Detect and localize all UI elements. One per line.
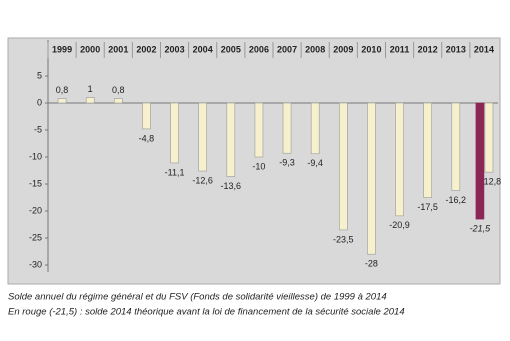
data-label: -20,9	[389, 220, 410, 230]
x-tick-label: 2012	[418, 44, 438, 54]
data-label: -17,5	[417, 202, 438, 212]
x-tick-label: 2000	[80, 44, 100, 54]
y-tick-label: -10	[29, 151, 42, 161]
data-label: -16,2	[446, 195, 467, 205]
bar	[57, 98, 67, 104]
x-tick-label: 2014	[474, 44, 494, 54]
bar	[170, 102, 179, 164]
data-label: -11,1	[165, 167, 185, 177]
x-tick-label: 2009	[333, 44, 353, 54]
caption: En rouge (-21,5) : solde 2014 théorique …	[8, 307, 405, 318]
bar	[114, 98, 123, 104]
data-label: 0,8	[56, 85, 69, 95]
data-label: -23,5	[333, 234, 354, 244]
bar	[339, 102, 348, 231]
data-label: -12,6	[192, 175, 213, 185]
x-tick-label: 2007	[277, 44, 297, 54]
x-tick-label: 2008	[305, 44, 325, 54]
data-label: 0,8	[112, 85, 125, 95]
y-tick-label: 5	[37, 70, 42, 80]
y-tick-label: 0	[37, 97, 42, 107]
x-tick-label: 2011	[390, 44, 410, 54]
data-label: -21,5	[470, 223, 492, 233]
bar	[484, 102, 494, 173]
bar	[475, 102, 485, 220]
x-tick-label: 2003	[165, 44, 185, 54]
bar	[226, 102, 236, 177]
data-label: -9,4	[307, 158, 323, 168]
data-label: -12,8	[481, 176, 502, 186]
bar	[142, 102, 151, 130]
y-tick-label: -5	[34, 124, 42, 134]
data-label: -28	[365, 259, 378, 269]
data-label: -13,6	[221, 181, 242, 191]
y-tick-label: -25	[29, 232, 42, 242]
bar	[85, 97, 95, 104]
x-tick-label: 2013	[446, 44, 466, 54]
x-tick-label: 2006	[249, 44, 269, 54]
bar	[254, 102, 264, 158]
bar	[451, 102, 461, 191]
caption: Solde annuel du régime général et du FSV…	[8, 292, 387, 303]
data-label: -9,3	[279, 158, 295, 168]
data-label: -4,8	[139, 133, 155, 143]
data-label: 1	[88, 84, 93, 94]
y-tick-label: -20	[29, 205, 42, 215]
x-tick-label: 2010	[361, 44, 381, 54]
x-tick-label: 2004	[193, 44, 213, 54]
bar	[310, 102, 320, 155]
bar	[423, 102, 432, 198]
bar	[198, 102, 207, 172]
bar	[282, 102, 292, 154]
x-tick-label: 2001	[108, 44, 128, 54]
x-tick-label: 2005	[221, 44, 241, 54]
x-tick-label: 2002	[136, 44, 156, 54]
data-label: -10	[252, 161, 265, 171]
bar	[395, 102, 404, 217]
bar	[367, 102, 376, 255]
x-tick-label: 1999	[52, 44, 72, 54]
y-tick-label: -30	[29, 259, 42, 269]
y-tick-label: -15	[29, 178, 42, 188]
plot-background	[7, 37, 501, 285]
